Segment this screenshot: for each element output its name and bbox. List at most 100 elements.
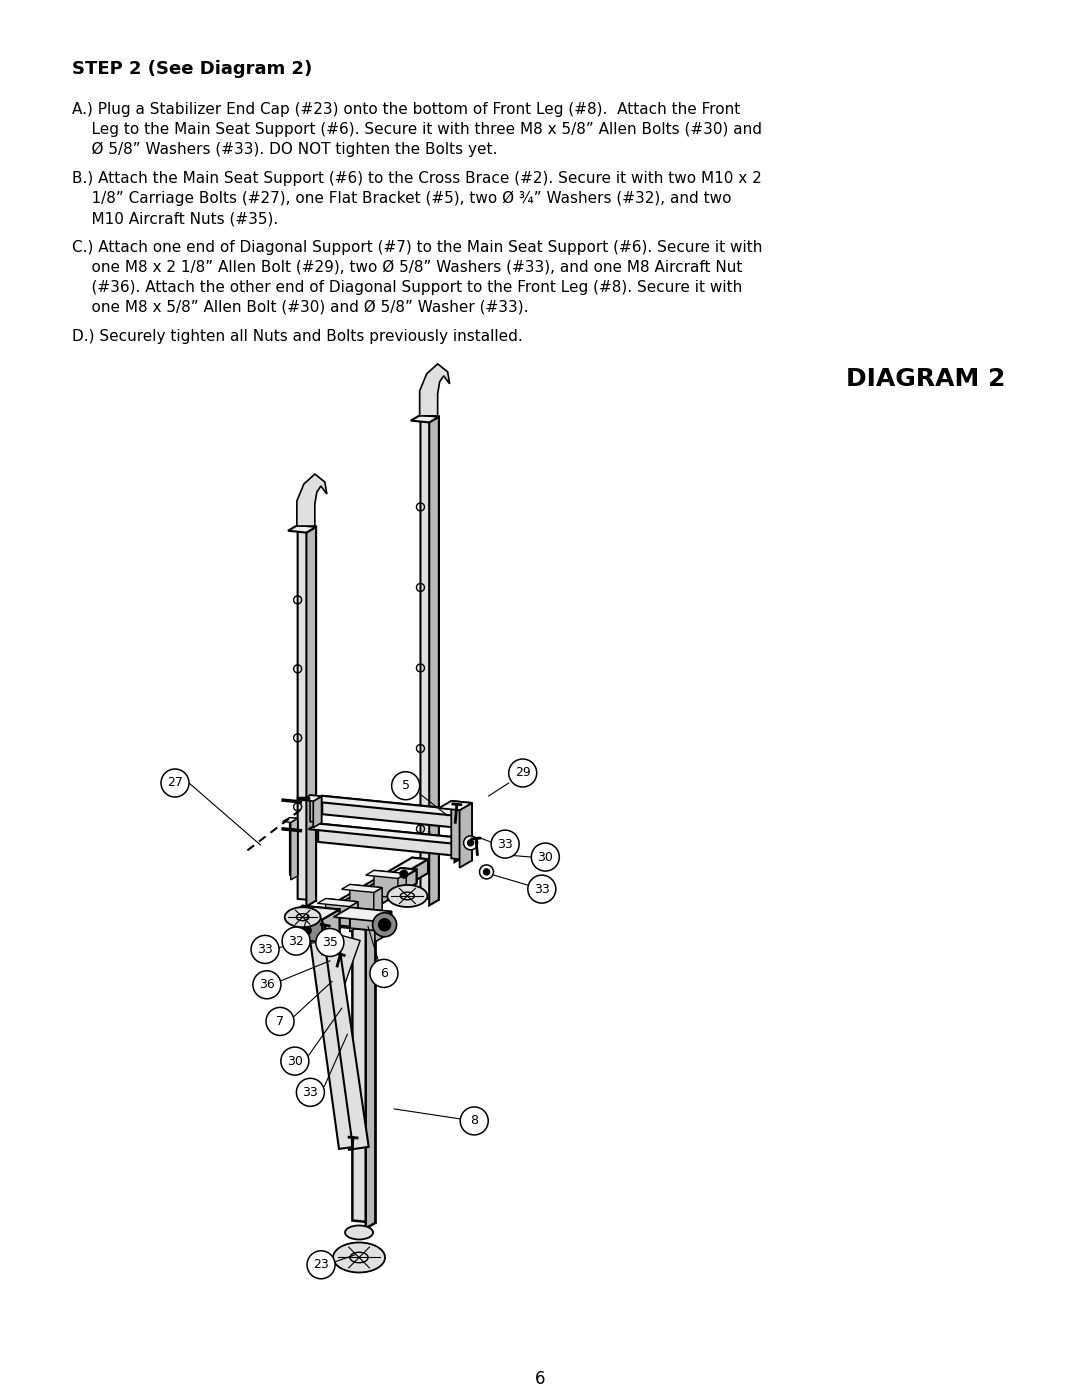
Text: A.) Plug a Stabilizer End Cap (#23) onto the bottom of Front Leg (#8).  Attach t: A.) Plug a Stabilizer End Cap (#23) onto…: [72, 102, 740, 117]
Polygon shape: [318, 898, 357, 907]
Text: 35: 35: [322, 936, 338, 949]
Text: STEP 2 (See Diagram 2): STEP 2 (See Diagram 2): [72, 60, 312, 78]
Polygon shape: [460, 803, 472, 868]
Text: 23: 23: [313, 1259, 329, 1271]
Polygon shape: [366, 870, 406, 879]
Polygon shape: [411, 858, 428, 873]
Text: 6: 6: [380, 967, 388, 979]
Text: 29: 29: [515, 767, 530, 780]
Text: 5: 5: [402, 780, 409, 792]
Circle shape: [463, 835, 477, 849]
Polygon shape: [455, 838, 464, 862]
Text: 1/8” Carriage Bolts (#27), one Flat Bracket (#5), two Ø ¾” Washers (#32), and tw: 1/8” Carriage Bolts (#27), one Flat Brac…: [72, 191, 731, 207]
Polygon shape: [420, 415, 438, 900]
Polygon shape: [310, 795, 322, 823]
Text: 33: 33: [257, 943, 273, 956]
Polygon shape: [328, 859, 428, 932]
Text: 32: 32: [288, 935, 303, 947]
Text: 7: 7: [276, 1016, 284, 1028]
Polygon shape: [316, 929, 368, 1150]
Polygon shape: [342, 922, 376, 929]
Circle shape: [251, 936, 279, 964]
Polygon shape: [307, 527, 316, 907]
Polygon shape: [319, 824, 464, 856]
Circle shape: [509, 759, 537, 787]
Text: 6: 6: [535, 1370, 545, 1389]
Polygon shape: [309, 932, 353, 1148]
Polygon shape: [374, 887, 382, 918]
Circle shape: [373, 912, 396, 937]
Circle shape: [528, 875, 556, 902]
Circle shape: [531, 842, 559, 872]
Text: DIAGRAM 2: DIAGRAM 2: [846, 367, 1005, 391]
Polygon shape: [312, 858, 428, 918]
Circle shape: [392, 771, 420, 799]
Polygon shape: [316, 869, 417, 942]
Polygon shape: [322, 909, 339, 954]
Circle shape: [491, 830, 519, 858]
Text: 8: 8: [470, 1115, 478, 1127]
Circle shape: [315, 929, 343, 957]
Polygon shape: [300, 868, 417, 928]
Polygon shape: [459, 810, 469, 834]
Polygon shape: [312, 796, 469, 816]
Text: 27: 27: [167, 777, 183, 789]
Circle shape: [468, 840, 474, 847]
Polygon shape: [352, 922, 376, 1222]
Polygon shape: [285, 905, 339, 919]
Polygon shape: [451, 800, 472, 861]
Polygon shape: [333, 933, 361, 995]
Text: (#36). Attach the other end of Diagonal Support to the Front Leg (#8). Secure it: (#36). Attach the other end of Diagonal …: [72, 279, 742, 295]
Polygon shape: [283, 817, 298, 823]
Polygon shape: [350, 884, 382, 914]
Circle shape: [480, 865, 494, 879]
Polygon shape: [366, 923, 376, 1228]
Circle shape: [370, 960, 397, 988]
Polygon shape: [350, 908, 391, 932]
Circle shape: [282, 928, 310, 956]
Text: 33: 33: [534, 883, 550, 895]
Polygon shape: [410, 415, 438, 422]
Polygon shape: [401, 868, 417, 883]
Circle shape: [484, 869, 489, 875]
Text: Leg to the Main Seat Support (#6). Secure it with three M8 x 5/8” Allen Bolts (#: Leg to the Main Seat Support (#6). Secur…: [72, 122, 762, 137]
Polygon shape: [429, 416, 438, 905]
Polygon shape: [297, 474, 327, 527]
Text: 30: 30: [287, 1055, 302, 1067]
Text: C.) Attach one end of Diagonal Support (#7) to the Main Seat Support (#6). Secur: C.) Attach one end of Diagonal Support (…: [72, 240, 762, 256]
Ellipse shape: [388, 884, 428, 907]
Circle shape: [379, 919, 391, 930]
Ellipse shape: [333, 1242, 386, 1273]
Polygon shape: [438, 800, 472, 810]
Circle shape: [307, 1250, 335, 1278]
Ellipse shape: [345, 1225, 373, 1239]
Text: 33: 33: [497, 838, 513, 851]
Circle shape: [253, 971, 281, 999]
Text: M10 Aircraft Nuts (#35).: M10 Aircraft Nuts (#35).: [72, 211, 279, 226]
Polygon shape: [420, 363, 449, 416]
Polygon shape: [301, 795, 322, 800]
Polygon shape: [313, 796, 322, 827]
Polygon shape: [326, 898, 357, 928]
Text: 36: 36: [259, 978, 274, 992]
Polygon shape: [375, 911, 391, 942]
Polygon shape: [350, 901, 357, 932]
Circle shape: [460, 1106, 488, 1134]
Polygon shape: [322, 796, 469, 828]
Text: Ø 5/8” Washers (#33). DO NOT tighten the Bolts yet.: Ø 5/8” Washers (#33). DO NOT tighten the…: [72, 142, 498, 158]
Circle shape: [400, 870, 408, 879]
Polygon shape: [291, 819, 298, 880]
Ellipse shape: [285, 907, 321, 928]
Polygon shape: [289, 817, 298, 876]
Polygon shape: [374, 870, 406, 898]
Text: 30: 30: [538, 851, 553, 863]
Polygon shape: [288, 525, 316, 532]
Circle shape: [266, 1007, 294, 1035]
Text: B.) Attach the Main Seat Support (#6) to the Cross Brace (#2). Secure it with tw: B.) Attach the Main Seat Support (#6) to…: [72, 170, 761, 186]
Text: one M8 x 5/8” Allen Bolt (#30) and Ø 5/8” Washer (#33).: one M8 x 5/8” Allen Bolt (#30) and Ø 5/8…: [72, 300, 528, 314]
Circle shape: [296, 1078, 324, 1106]
Text: one M8 x 2 1/8” Allen Bolt (#29), two Ø 5/8” Washers (#33), and one M8 Aircraft : one M8 x 2 1/8” Allen Bolt (#29), two Ø …: [72, 260, 742, 275]
Circle shape: [161, 768, 189, 798]
Polygon shape: [341, 884, 382, 893]
Text: 33: 33: [302, 1085, 319, 1099]
